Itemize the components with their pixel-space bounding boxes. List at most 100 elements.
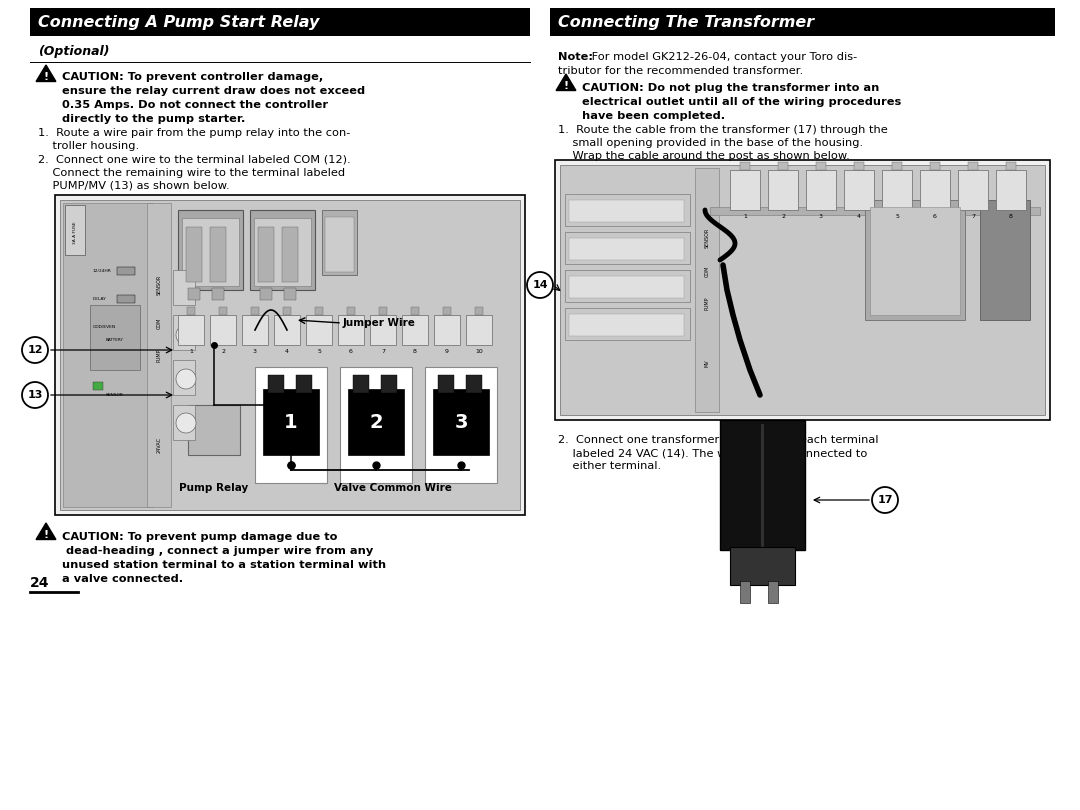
Circle shape (176, 325, 195, 345)
Text: PUMP: PUMP (157, 348, 162, 362)
Text: ODD/EVEN: ODD/EVEN (93, 325, 117, 329)
Bar (93, 382, 103, 390)
Bar (930, 162, 940, 170)
Bar (268, 375, 284, 393)
Text: 12: 12 (27, 345, 43, 355)
Bar (242, 315, 268, 345)
Circle shape (527, 272, 553, 298)
Circle shape (22, 337, 48, 363)
Text: 1.  Route the cable from the transformer (17) through the: 1. Route the cable from the transformer … (558, 125, 888, 135)
Text: Wrap the cable around the post as shown below.: Wrap the cable around the post as shown … (558, 151, 850, 161)
Bar (892, 162, 902, 170)
Bar (210, 315, 237, 345)
Bar (147, 203, 171, 507)
Bar (865, 200, 966, 320)
Bar (117, 295, 135, 303)
Bar (219, 307, 227, 315)
Bar (260, 288, 272, 300)
Text: 17: 17 (877, 495, 893, 505)
Bar (434, 315, 460, 345)
Bar (555, 160, 1050, 420)
Bar (255, 367, 327, 483)
Circle shape (872, 487, 897, 513)
Text: 8: 8 (1009, 214, 1013, 219)
Bar (117, 267, 135, 275)
Text: (Optional): (Optional) (38, 45, 109, 58)
Bar (561, 165, 1045, 415)
Bar (870, 207, 960, 315)
Text: COM: COM (704, 266, 710, 278)
Text: 1: 1 (284, 413, 298, 433)
Bar (438, 375, 454, 393)
Text: Valve Common Wire: Valve Common Wire (334, 483, 451, 493)
Text: a valve connected.: a valve connected. (62, 574, 184, 584)
Text: 3: 3 (253, 349, 257, 354)
Text: !: ! (43, 530, 49, 540)
Text: MV: MV (704, 359, 710, 367)
Bar (402, 315, 428, 345)
Text: 6: 6 (349, 349, 353, 354)
Bar (882, 170, 912, 210)
Text: 2.  Connect one wire to the terminal labeled COM (12).: 2. Connect one wire to the terminal labe… (38, 155, 351, 165)
Bar (996, 170, 1026, 210)
Bar (696, 168, 719, 412)
Text: directly to the pump starter.: directly to the pump starter. (62, 114, 245, 124)
Bar (920, 170, 950, 210)
Bar (465, 315, 492, 345)
Text: !: ! (43, 72, 49, 82)
Bar (565, 270, 690, 302)
Bar (210, 227, 226, 282)
Text: 4: 4 (285, 349, 289, 354)
Bar (426, 367, 497, 483)
Text: For model GK212-26-04, contact your Toro dis-: For model GK212-26-04, contact your Toro… (588, 52, 858, 62)
Bar (63, 203, 153, 507)
Bar (720, 420, 805, 550)
Bar (710, 207, 1040, 215)
Text: Note:: Note: (558, 52, 593, 62)
Bar (186, 227, 202, 282)
Bar (730, 170, 760, 210)
Bar (740, 162, 750, 170)
Circle shape (22, 382, 48, 408)
Text: 1: 1 (743, 214, 747, 219)
Bar (306, 315, 332, 345)
Bar (768, 170, 798, 210)
Bar (730, 547, 795, 585)
Text: 2: 2 (369, 413, 382, 433)
Text: either terminal.: either terminal. (558, 461, 661, 471)
Bar (117, 323, 135, 331)
Text: 24VAC: 24VAC (157, 437, 162, 453)
Bar (411, 307, 419, 315)
Text: 2: 2 (781, 214, 785, 219)
Bar (249, 210, 315, 290)
Text: PUMP/MV (13) as shown below.: PUMP/MV (13) as shown below. (38, 181, 230, 191)
Bar (370, 315, 396, 345)
Bar (274, 315, 300, 345)
Text: 3: 3 (819, 214, 823, 219)
Bar (254, 218, 311, 286)
Text: 3: 3 (455, 413, 468, 433)
Text: 14: 14 (532, 280, 548, 290)
Text: Connecting A Pump Start Relay: Connecting A Pump Start Relay (38, 15, 320, 29)
Text: 4: 4 (858, 214, 861, 219)
Polygon shape (36, 523, 56, 539)
Bar (816, 162, 826, 170)
Bar (90, 305, 140, 370)
Bar (296, 375, 312, 393)
Bar (325, 217, 354, 272)
Bar (565, 232, 690, 264)
Text: labeled 24 VAC (14). The wires can be connected to: labeled 24 VAC (14). The wires can be co… (558, 448, 867, 458)
Bar (569, 314, 684, 336)
Circle shape (176, 413, 195, 433)
Text: PUMP: PUMP (704, 296, 710, 309)
Bar (550, 8, 1055, 36)
Text: 0.35 Amps. Do not connect the controller: 0.35 Amps. Do not connect the controller (62, 100, 328, 110)
Bar (173, 405, 195, 440)
Text: 2: 2 (221, 349, 225, 354)
Bar (30, 8, 530, 36)
Bar (264, 389, 319, 455)
Bar (565, 308, 690, 340)
Bar (968, 162, 978, 170)
Text: 8: 8 (413, 349, 417, 354)
Bar (173, 270, 195, 305)
